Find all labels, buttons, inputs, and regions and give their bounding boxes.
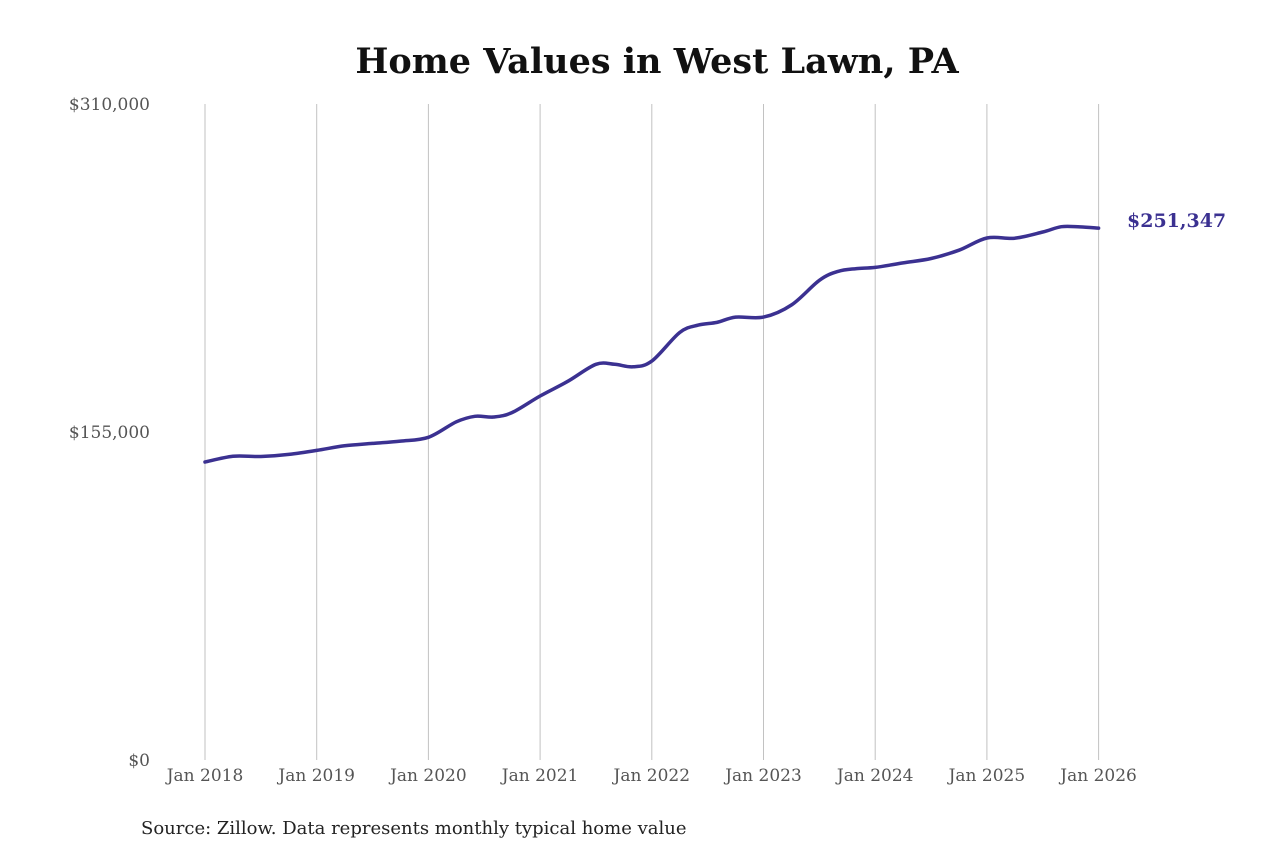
x-tick-label: Jan 2023 <box>723 766 802 786</box>
gridlines <box>204 104 1100 760</box>
home-value-series-line <box>203 224 1101 464</box>
y-tick-label: $0 <box>128 751 150 771</box>
x-tick-label: Jan 2018 <box>165 766 244 786</box>
x-tick-label: Jan 2025 <box>947 766 1026 786</box>
y-tick-label: $310,000 <box>69 95 150 115</box>
y-tick-label: $155,000 <box>69 423 150 443</box>
x-tick-label: Jan 2024 <box>835 766 914 786</box>
x-tick-label: Jan 2021 <box>500 766 579 786</box>
y-axis-ticks: $0 $155,000 $310,000 <box>69 95 150 771</box>
x-tick-label: Jan 2022 <box>612 766 691 786</box>
source-note: Source: Zillow. Data represents monthly … <box>141 818 687 839</box>
chart-title: Home Values in West Lawn, PA <box>355 41 959 82</box>
x-tick-label: Jan 2026 <box>1058 766 1137 786</box>
x-axis-ticks: Jan 2018 Jan 2019 Jan 2020 Jan 2021 Jan 2022… <box>165 766 1137 786</box>
end-value-label: $251,347 <box>1127 210 1226 232</box>
x-tick-label: Jan 2020 <box>388 766 467 786</box>
x-tick-label: Jan 2019 <box>276 766 355 786</box>
